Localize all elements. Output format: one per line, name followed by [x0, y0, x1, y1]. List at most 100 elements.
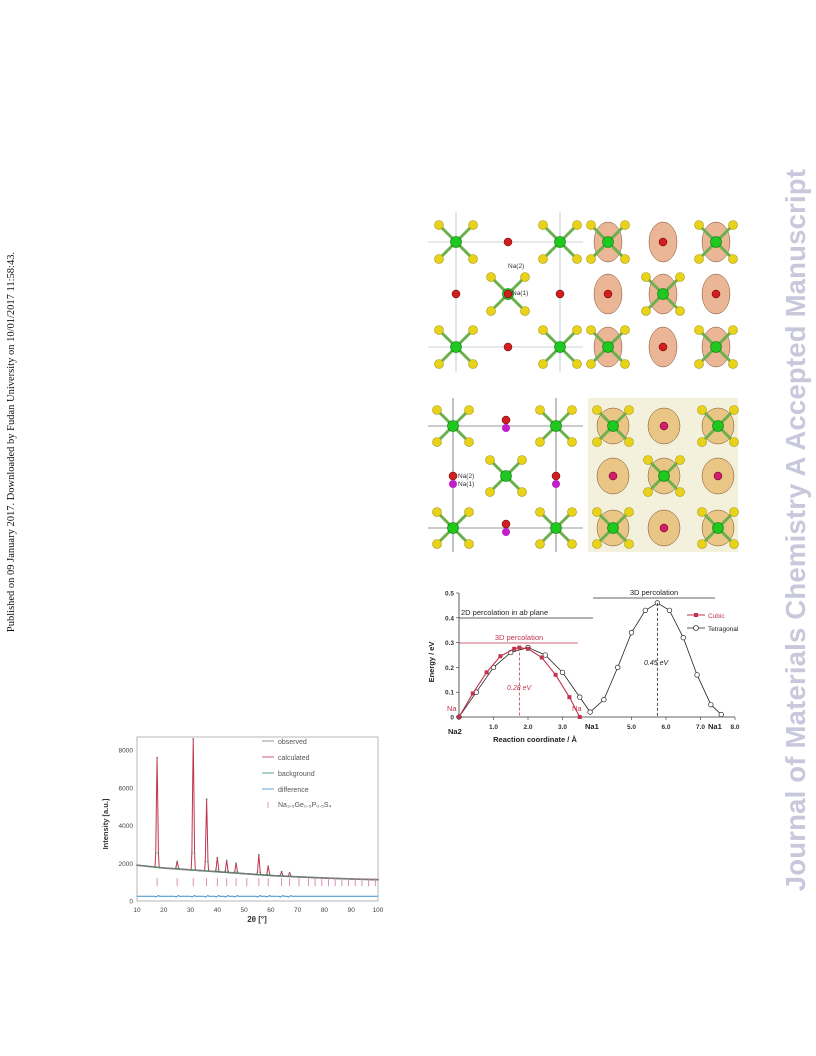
- series-observed-point: [240, 872, 243, 875]
- sulfur-atom: [641, 306, 651, 316]
- sulfur-atom: [624, 507, 634, 517]
- series-observed-point: [178, 868, 181, 871]
- ge-p-atom: [500, 470, 512, 482]
- sulfur-atom: [567, 405, 577, 415]
- sulfur-atom: [694, 254, 704, 264]
- label-na2-middle: Na(2): [458, 473, 474, 480]
- series-observed-point: [249, 873, 252, 876]
- series-observed-point: [271, 874, 274, 877]
- series-cubic-point: [470, 691, 475, 696]
- sulfur-atom: [535, 405, 545, 415]
- sulfur-atom: [434, 359, 444, 369]
- sulfur-atom: [728, 359, 738, 369]
- sulfur-atom: [464, 539, 474, 549]
- series-observed-point: [173, 867, 176, 870]
- sulfur-atom: [694, 220, 704, 230]
- sulfur-atom: [620, 325, 630, 335]
- series-observed-point: [276, 874, 279, 877]
- series-observed-point: [186, 868, 189, 871]
- series-observed-point: [274, 874, 276, 877]
- sulfur-atom: [464, 507, 474, 517]
- series-observed-point: [235, 862, 237, 865]
- series-observed-point: [164, 867, 167, 870]
- xrd-y-tick-label: 6000: [119, 785, 134, 792]
- structure-panel-middle: Na(2) Na(1): [428, 398, 739, 552]
- energy-y-tick-label: 0: [450, 715, 454, 722]
- series-observed-point: [292, 875, 295, 878]
- ge-p-atom: [447, 522, 459, 534]
- sulfur-atom: [624, 405, 634, 415]
- xrd-x-label: 2θ [°]: [247, 915, 267, 924]
- series-observed-point: [149, 865, 152, 868]
- series-observed-point: [166, 867, 169, 870]
- legend-difference: difference: [278, 787, 309, 794]
- xrd-y-tick-label: 4000: [119, 823, 134, 830]
- series-observed-point: [216, 856, 219, 859]
- na-atom: [451, 289, 461, 299]
- journal-watermark-text: Journal of Materials Chemistry A Accepte…: [780, 168, 811, 892]
- series-observed-point: [306, 876, 308, 879]
- na-atom: [503, 237, 513, 247]
- series-observed-point: [312, 876, 315, 879]
- sulfur-atom: [485, 455, 495, 465]
- sulfur-atom: [697, 405, 707, 415]
- series-observed-point: [150, 865, 153, 868]
- sulfur-atom: [697, 539, 707, 549]
- energy-x-tick-label: 1.0: [489, 724, 498, 731]
- structure-middle-right-isosurface: [588, 398, 739, 552]
- series-observed-point: [282, 874, 284, 877]
- legend-phase: Na₃.₅Ge₀.₅P₀.₅S₄: [278, 802, 332, 809]
- site-na-right: Na: [572, 704, 582, 713]
- series-observed-point: [223, 871, 225, 874]
- series-cubic-point: [498, 654, 503, 659]
- ge-p-atom: [607, 420, 619, 432]
- series-observed-point: [263, 874, 266, 876]
- journal-watermark: Journal of Materials Chemistry A Accepte…: [780, 148, 816, 912]
- series-observed-point: [315, 876, 318, 879]
- legend-calculated: calculated: [278, 755, 310, 762]
- series-cubic-point: [526, 646, 530, 651]
- series-tetragonal-point: [542, 652, 548, 658]
- series-observed-point: [144, 865, 146, 867]
- sulfur-atom: [572, 220, 582, 230]
- annot-2d-percolation: 2D percolation in ab plane: [461, 608, 548, 617]
- series-observed-point: [154, 852, 157, 854]
- sulfur-atom: [538, 325, 548, 335]
- sulfur-atom: [432, 437, 442, 447]
- series-tetragonal-point: [642, 607, 648, 614]
- sulfur-atom: [486, 306, 496, 316]
- series-observed-point: [251, 873, 254, 876]
- series-observed-point: [323, 877, 326, 879]
- series-observed-point: [233, 870, 236, 873]
- ge-p-atom: [712, 522, 724, 534]
- series-observed-point: [357, 878, 359, 881]
- ge-p-atom: [710, 236, 722, 248]
- series-observed-point: [275, 874, 278, 877]
- sulfur-atom: [728, 220, 738, 230]
- series-observed-point: [247, 873, 250, 875]
- series-observed-point: [192, 737, 195, 740]
- sulfur-atom: [567, 507, 577, 517]
- energy-y-tick-label: 0.2: [445, 665, 454, 672]
- series-observed-point: [346, 877, 349, 880]
- series-observed-point: [172, 867, 175, 870]
- sulfur-atom: [464, 437, 474, 447]
- ge-p-atom: [657, 288, 669, 300]
- na-atom: [551, 471, 561, 481]
- sulfur-atom: [464, 405, 474, 415]
- publication-note-text: Published on 09 January 2017. Downloaded…: [6, 251, 17, 633]
- ge-p-atom: [550, 522, 562, 534]
- series-observed-point: [316, 876, 319, 879]
- ge-p-atom: [450, 341, 462, 353]
- sulfur-atom: [432, 539, 442, 549]
- na-atom: [503, 342, 513, 352]
- sulfur-atom: [620, 220, 630, 230]
- series-observed-point: [302, 876, 304, 878]
- xrd-y-tick-label: 0: [129, 899, 133, 906]
- na-atom: [608, 471, 618, 481]
- energy-x-tick-label: 5.0: [627, 724, 636, 731]
- sulfur-atom: [697, 507, 707, 517]
- xrd-y-tick-labels: 0 2000 4000 6000 8000: [119, 748, 134, 906]
- sulfur-atom: [694, 359, 704, 369]
- series-observed-point: [255, 873, 258, 876]
